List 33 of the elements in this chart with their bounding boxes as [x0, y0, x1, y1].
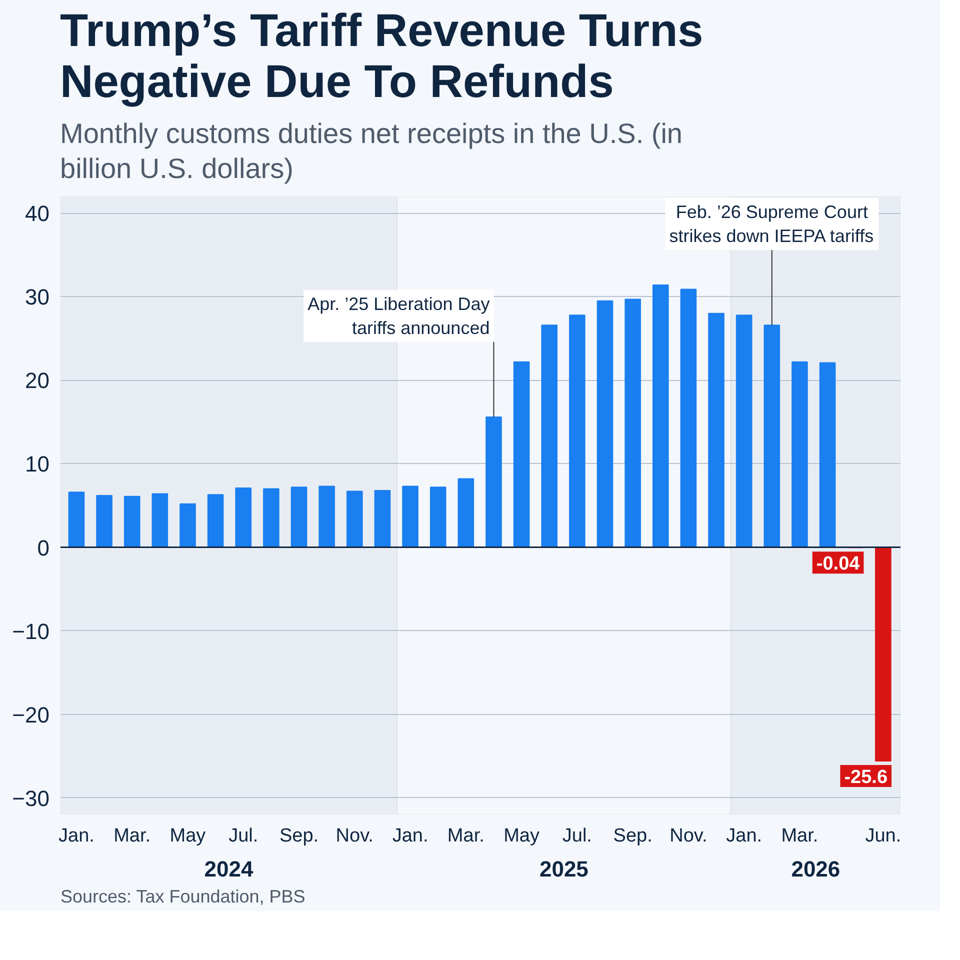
y-tick-label: −30 [12, 786, 50, 811]
x-tick-label: May [170, 826, 206, 847]
x-tick-label: May [504, 826, 540, 847]
x-tick-label: Jan. [392, 826, 428, 847]
y-tick-label: −10 [12, 618, 50, 644]
x-tick-label: Jul. [228, 826, 258, 847]
x-tick-label: Jun. [865, 826, 902, 847]
x-tick-label: Mar. [781, 826, 818, 847]
x-tick-label: Sep. [613, 826, 652, 847]
x-tick-label: Nov. [670, 826, 708, 847]
y-tick-label: 40 [25, 201, 50, 226]
y-tick-label: 10 [25, 452, 50, 477]
band-label: 2024 [204, 856, 254, 882]
x-tick-label: Mar. [114, 826, 151, 847]
x-tick-label: Mar. [447, 826, 484, 847]
x-tick-label: Jan. [58, 826, 94, 847]
x-tick-label: Jan. [726, 826, 762, 847]
chart-title: Trump’s Tariff Revenue Turns Negative Due To Refunds [60, 4, 704, 107]
x-tick-label: Nov. [336, 826, 374, 847]
source-note: Sources: Tax Foundation, PBS [60, 886, 306, 907]
annotation: Feb. ’26 Supreme Court strikes down IEEPA tariffs [669, 202, 874, 246]
annotation: Apr. ’25 Liberation Day tariffs announced [308, 294, 490, 338]
data-label: -0.04 [816, 554, 860, 575]
y-tick-label: 20 [25, 368, 50, 394]
band-label: 2026 [791, 856, 840, 882]
x-tick-label: Jul. [562, 826, 592, 847]
y-tick-label: −20 [12, 702, 50, 728]
band-label: 2025 [539, 856, 588, 882]
data-label: -25.6 [844, 767, 888, 788]
chart-subtitle: Monthly customs duties net receipts in the U.S. (in billion U.S. dollars) [60, 117, 684, 186]
x-tick-label: Sep. [279, 826, 319, 847]
y-tick-label: 0 [37, 535, 50, 560]
y-tick-label: 30 [25, 284, 50, 310]
